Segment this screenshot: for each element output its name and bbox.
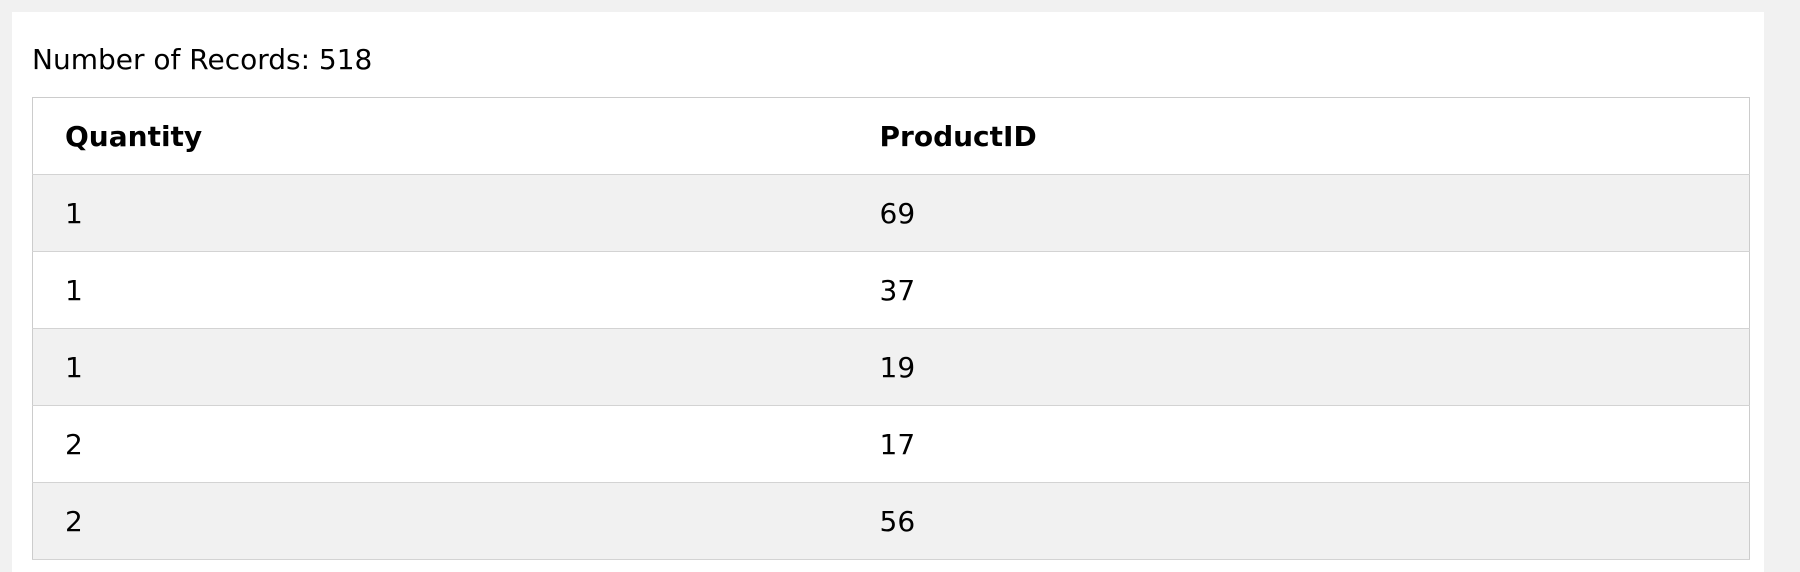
table-row: 1 19 <box>32 328 1750 406</box>
record-count-label: Number of Records: 518 <box>32 43 373 76</box>
table-row: 1 69 <box>32 174 1750 252</box>
column-header-productid: ProductID <box>847 97 1750 175</box>
results-panel: Number of Records: 518 Quantity ProductI… <box>12 12 1764 572</box>
results-table: Quantity ProductID 1 69 1 37 1 19 2 17 2 <box>32 97 1750 560</box>
quantity-cell: 1 <box>32 251 848 329</box>
table-row: 2 17 <box>32 405 1750 483</box>
column-header-quantity: Quantity <box>32 97 848 175</box>
table-row: 2 56 <box>32 482 1750 560</box>
productid-cell: 69 <box>847 174 1750 252</box>
productid-cell: 37 <box>847 251 1750 329</box>
productid-cell: 17 <box>847 405 1750 483</box>
quantity-cell: 2 <box>32 405 848 483</box>
table-row: 1 37 <box>32 251 1750 329</box>
quantity-cell: 1 <box>32 328 848 406</box>
productid-cell: 19 <box>847 328 1750 406</box>
productid-cell: 56 <box>847 482 1750 560</box>
quantity-cell: 2 <box>32 482 848 560</box>
table-header-row: Quantity ProductID <box>32 97 1750 175</box>
quantity-cell: 1 <box>32 174 848 252</box>
